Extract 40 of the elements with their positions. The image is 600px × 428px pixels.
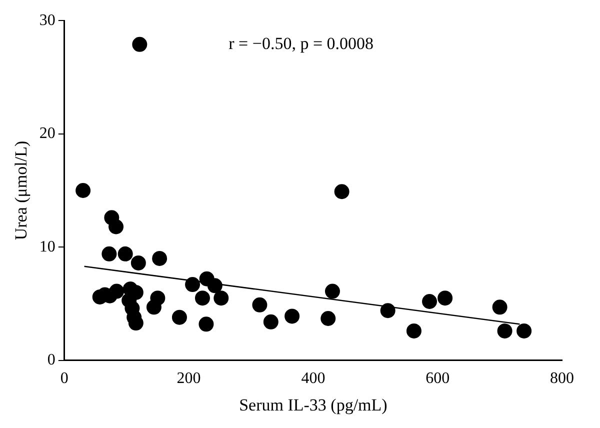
- point: [108, 219, 124, 234]
- point: [76, 183, 91, 198]
- point: [214, 290, 229, 306]
- x-tick-label: 0: [60, 370, 68, 388]
- point: [406, 323, 422, 338]
- point: [109, 284, 124, 299]
- y-tick-label: 10: [39, 238, 56, 256]
- point: [320, 310, 336, 326]
- y-tick-label: 20: [39, 125, 56, 142]
- point: [263, 314, 278, 330]
- point: [284, 308, 300, 324]
- point: [152, 250, 168, 266]
- point: [252, 297, 268, 312]
- annotation: r = −0.50, p = 0.0008: [228, 34, 374, 54]
- y-tick-label: 0: [47, 352, 56, 369]
- point: [497, 323, 512, 338]
- point: [194, 290, 210, 306]
- point: [516, 323, 532, 338]
- y-axis-title: Urea (μmol/L): [12, 140, 31, 240]
- x-tick-label: 600: [426, 370, 450, 388]
- point: [102, 246, 117, 262]
- point: [422, 294, 438, 309]
- point: [334, 184, 350, 200]
- point: [132, 36, 148, 52]
- point: [146, 300, 162, 315]
- point: [130, 255, 146, 270]
- x-tick-label: 200: [176, 370, 201, 388]
- point: [198, 316, 214, 332]
- point: [207, 278, 222, 294]
- point: [185, 277, 200, 292]
- x-axis-title: Serum IL-33 (pg/mL): [239, 395, 388, 414]
- x-tick-label: 800: [550, 370, 574, 388]
- point: [380, 303, 396, 318]
- point: [172, 310, 187, 325]
- point: [118, 246, 133, 262]
- y-tick-label: 30: [39, 12, 56, 29]
- point: [438, 290, 453, 306]
- x-tick-label: 400: [301, 370, 326, 388]
- point: [492, 300, 508, 315]
- point: [324, 284, 340, 299]
